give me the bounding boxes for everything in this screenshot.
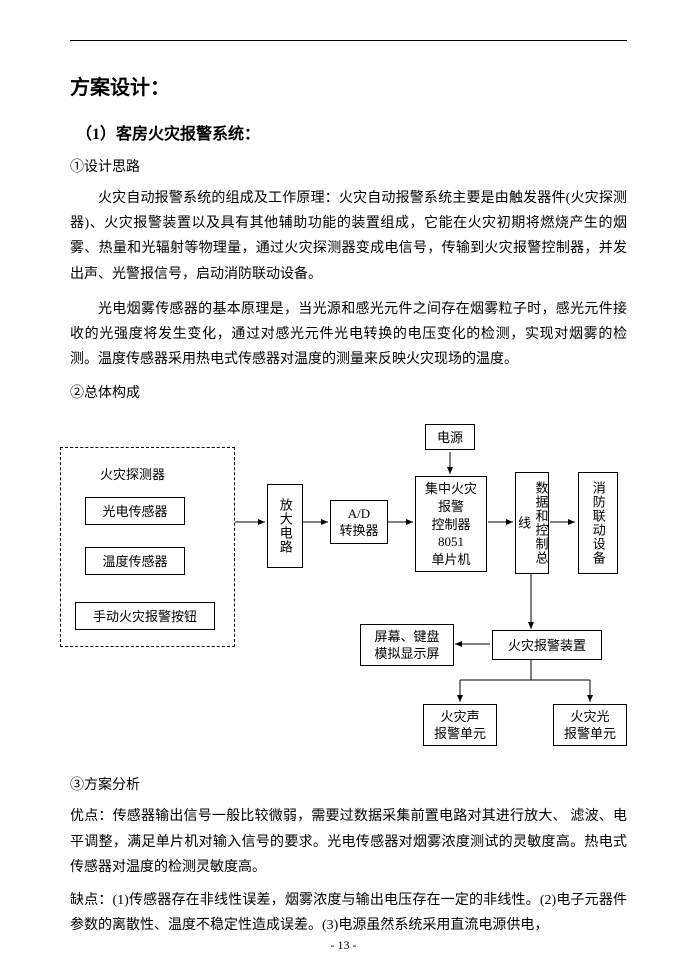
detector-group-label: 火灾探测器 <box>100 464 165 483</box>
page-title: 方案设计： <box>70 71 627 100</box>
sub-2-heading: ②总体构成 <box>70 382 627 402</box>
paragraph-4: 缺点：(1)传感器存在非线性误差，烟雾浓度与输出电压存在一定的非线性。(2)电子… <box>70 888 627 938</box>
paragraph-2: 光电烟雾传感器的基本原理是，当光源和感光元件之间存在烟雾粒子时，感光元件接收的光… <box>70 297 627 373</box>
sub-3-heading: ③方案分析 <box>70 774 627 794</box>
node-photo-sensor: 光电传感器 <box>85 497 185 525</box>
section-1-heading: （1）客房火灾报警系统： <box>70 120 627 144</box>
node-manual-button: 手动火灾报警按钮 <box>75 602 215 630</box>
node-sound-unit: 火灾声 报警单元 <box>423 704 497 746</box>
page-number: - 13 - <box>0 938 687 953</box>
node-bus: 数据和控制总线 <box>515 472 549 574</box>
node-alarm-device: 火灾报警装置 <box>492 630 602 660</box>
sub-1-heading: ①设计思路 <box>70 156 627 176</box>
node-power: 电源 <box>425 424 475 450</box>
node-ad-converter: A/D 转换器 <box>330 500 388 544</box>
node-display: 屏幕、键盘 模拟显示屏 <box>360 624 454 666</box>
paragraph-3: 优点：传感器输出信号一般比较微弱，需要过数据采集前置电路对其进行放大、 滤波、电… <box>70 804 627 880</box>
node-temp-sensor: 温度传感器 <box>85 547 185 575</box>
system-diagram: 火灾探测器 光电传感器 温度传感器 手动火灾报警按钮 放大电路 A/D 转换器 … <box>60 412 630 762</box>
node-fire-equip: 消防联动设备 <box>578 472 618 574</box>
node-light-unit: 火灾光 报警单元 <box>553 704 627 746</box>
paragraph-1: 火灾自动报警系统的组成及工作原理：火灾自动报警系统主要是由触发器件(火灾探测器)… <box>70 186 627 287</box>
node-controller: 集中火灾 报警 控制器 8051 单片机 <box>415 476 487 572</box>
node-amplifier: 放大电路 <box>267 484 303 568</box>
